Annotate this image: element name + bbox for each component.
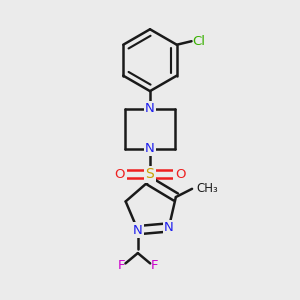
Text: N: N [145, 142, 155, 155]
Text: O: O [175, 168, 185, 181]
Text: F: F [151, 259, 158, 272]
Text: N: N [164, 221, 174, 234]
Text: N: N [145, 102, 155, 115]
Text: N: N [133, 224, 143, 237]
Text: CH₃: CH₃ [196, 182, 218, 195]
Text: O: O [115, 168, 125, 181]
Text: S: S [146, 167, 154, 181]
Text: F: F [117, 259, 125, 272]
Text: Cl: Cl [192, 35, 206, 48]
